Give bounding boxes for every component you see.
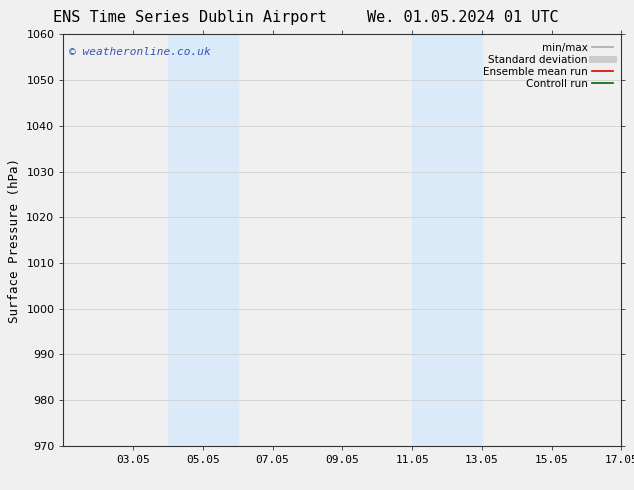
Legend: min/max, Standard deviation, Ensemble mean run, Controll run: min/max, Standard deviation, Ensemble me… (480, 40, 616, 92)
Bar (168, 34, 238, 446)
Bar (412, 34, 482, 446)
Y-axis label: Surface Pressure (hPa): Surface Pressure (hPa) (8, 158, 21, 322)
Text: ENS Time Series Dublin Airport: ENS Time Series Dublin Airport (53, 10, 327, 25)
Text: We. 01.05.2024 01 UTC: We. 01.05.2024 01 UTC (367, 10, 559, 25)
Text: © weatheronline.co.uk: © weatheronline.co.uk (69, 47, 210, 57)
